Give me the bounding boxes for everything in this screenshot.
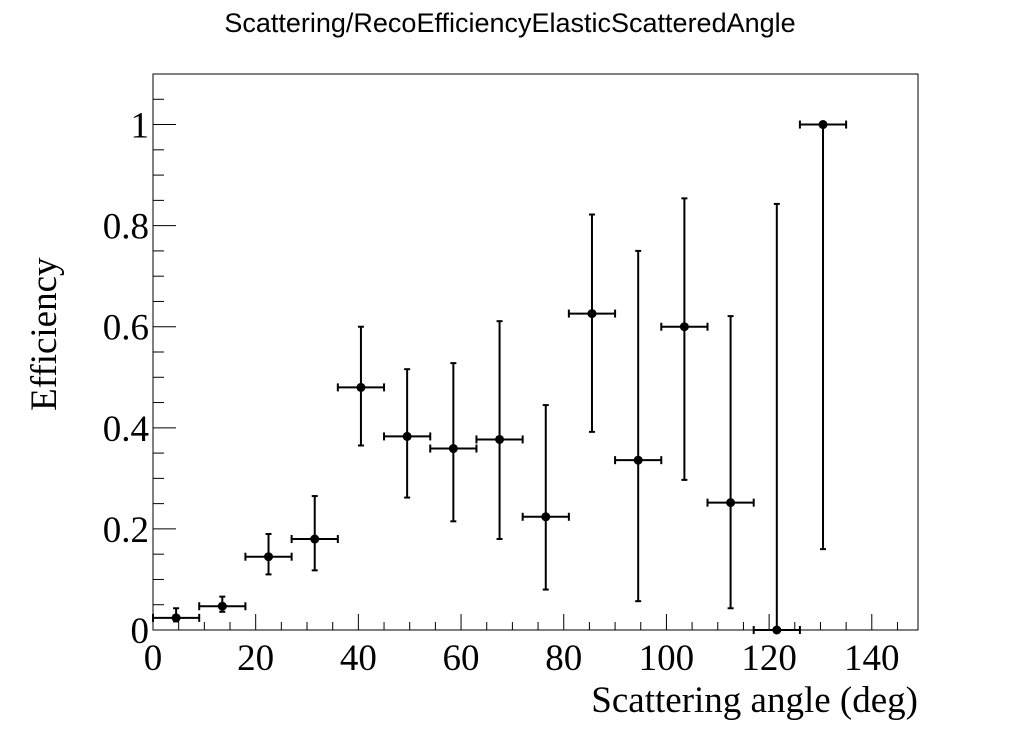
x-tick-label: 20: [237, 638, 274, 679]
x-tick-label: 60: [443, 638, 480, 679]
x-tick-label: 0: [144, 638, 163, 679]
data-point: [475, 320, 524, 541]
data-marker: [541, 512, 551, 522]
x-tick-label: 140: [844, 638, 900, 679]
data-marker: [264, 552, 274, 562]
data-point: [752, 202, 801, 635]
data-points: [152, 120, 848, 635]
x-tick-label: 120: [741, 638, 797, 679]
data-point: [660, 197, 709, 481]
x-tick-label: 80: [545, 638, 582, 679]
data-marker: [772, 625, 782, 635]
y-tick-label: 0: [131, 611, 150, 652]
data-marker: [356, 382, 366, 392]
data-point: [244, 532, 293, 576]
x-tick-label: 100: [639, 638, 695, 679]
data-marker: [587, 309, 597, 319]
x-tick-label: 40: [340, 638, 377, 679]
data-point: [336, 325, 386, 447]
y-tick-label: 0.2: [103, 510, 149, 551]
data-marker: [495, 434, 505, 444]
data-point: [521, 404, 570, 591]
data-marker: [448, 444, 458, 454]
data-point: [290, 495, 339, 572]
y-tick-label: 0.4: [103, 409, 149, 450]
y-axis-title: Efficiency: [24, 257, 65, 411]
chart-title: Scattering/RecoEfficiencyElasticScattere…: [224, 8, 796, 38]
data-marker: [633, 455, 643, 465]
x-axis-title: Scattering angle (deg): [591, 680, 918, 721]
data-point: [614, 249, 663, 603]
y-tick-label: 0.6: [103, 308, 149, 349]
data-point: [706, 315, 755, 610]
data-marker: [679, 322, 689, 332]
y-tick-label: 1: [131, 106, 150, 147]
tick-labels: 0 20 40 60 80 100 120 140 0 0.2 0.4 0.6 0.8 1: [103, 106, 900, 679]
data-point: [198, 595, 247, 613]
data-marker: [217, 601, 227, 611]
data-point: [567, 213, 617, 433]
axis-ticks: [152, 98, 898, 631]
data-marker: [818, 120, 828, 130]
data-point: [429, 362, 478, 523]
data-marker: [171, 613, 181, 623]
y-tick-label: 0.8: [103, 207, 149, 248]
data-marker: [726, 498, 736, 508]
data-marker: [402, 431, 412, 441]
data-point: [383, 368, 432, 499]
data-marker: [310, 534, 320, 544]
data-point: [798, 120, 848, 551]
data-point: [152, 607, 201, 623]
